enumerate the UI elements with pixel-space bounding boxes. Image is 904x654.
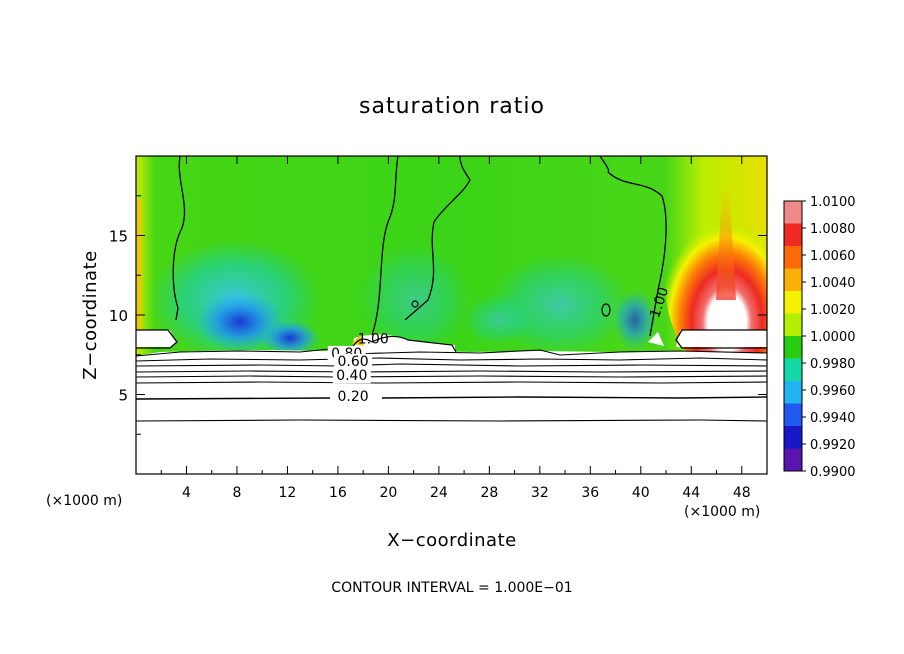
x-tick-label: 20: [379, 485, 397, 501]
x-tick-label: 24: [430, 485, 448, 501]
colorbar-level-label: 0.9900: [810, 465, 856, 480]
x-tick-label: 12: [279, 485, 297, 501]
colorbar-level-label: 0.9980: [810, 357, 856, 372]
colorbar-segment: [784, 426, 802, 449]
colorbar-segment: [784, 246, 802, 269]
colorbar-level-label: 1.0040: [810, 276, 856, 291]
colorbar-segment: [784, 268, 802, 292]
colorbar-segment: [784, 381, 802, 404]
colorbar-level-label: 1.0000: [810, 330, 856, 345]
colorbar-level-label: 0.9920: [810, 438, 856, 453]
x-tick-label: 44: [682, 485, 700, 501]
y-tick-label: 15: [109, 228, 128, 246]
x-unit-right: (×1000 m): [684, 504, 760, 520]
colorbar-segment: [784, 313, 802, 337]
contour-label-bg: [332, 368, 371, 384]
contour-label-bg: [334, 388, 373, 404]
x-unit-left: (×1000 m): [46, 493, 122, 509]
colorbar-level-label: 1.0080: [810, 222, 856, 237]
x-tick-label: 16: [329, 485, 347, 501]
colorbar: 1.0100 1.0080 1.0060 1.0040 1.0020 1.0000 0.99…: [783, 195, 856, 480]
x-tick-label: 32: [531, 485, 549, 501]
contour-label-bg: [334, 353, 373, 369]
y-tick-label: 10: [109, 307, 128, 325]
colorbar-level-label: 1.0060: [810, 249, 856, 264]
colorbar-segment: [784, 358, 802, 382]
colorbar-segment: [784, 291, 802, 314]
y-axis: 5 10 15: [109, 195, 767, 435]
colorbar-segment: [784, 448, 802, 472]
colorbar-level-label: 1.0020: [810, 303, 856, 318]
contour-label: 0.60: [337, 354, 368, 370]
saturation-field: [136, 156, 767, 474]
chart-title: saturation ratio: [359, 94, 545, 119]
x-tick-label: 8: [232, 485, 241, 501]
x-tick-label: 28: [480, 485, 498, 501]
colorbar-segment: [784, 336, 802, 359]
x-tick-label: 48: [733, 485, 751, 501]
colorbar-segment: [784, 201, 802, 224]
colorbar-segment: [784, 223, 802, 247]
y-axis-label: Z−coordinate: [80, 250, 101, 379]
contour-interval-note: CONTOUR INTERVAL = 1.000E−01: [331, 580, 572, 596]
contour-label: 0.20: [337, 389, 368, 405]
x-axis-label: X−coordinate: [387, 530, 516, 551]
contour-label: 0.40: [336, 368, 367, 384]
contour-lines: [136, 156, 767, 422]
x-tick-label: 4: [182, 485, 191, 501]
colorbar-level-label: 0.9960: [810, 384, 856, 399]
x-axis: 4 8 12 16 20 24 28 32 36 40 44 48: [160, 156, 751, 501]
y-tick-label: 5: [118, 387, 128, 405]
colorbar-level-label: 1.0100: [810, 195, 856, 210]
x-tick-label: 40: [632, 485, 650, 501]
contour-label: 1.00: [358, 332, 389, 348]
colorbar-segment: [784, 403, 802, 427]
x-tick-label: 36: [581, 485, 599, 501]
colorbar-level-label: 0.9940: [810, 411, 856, 426]
